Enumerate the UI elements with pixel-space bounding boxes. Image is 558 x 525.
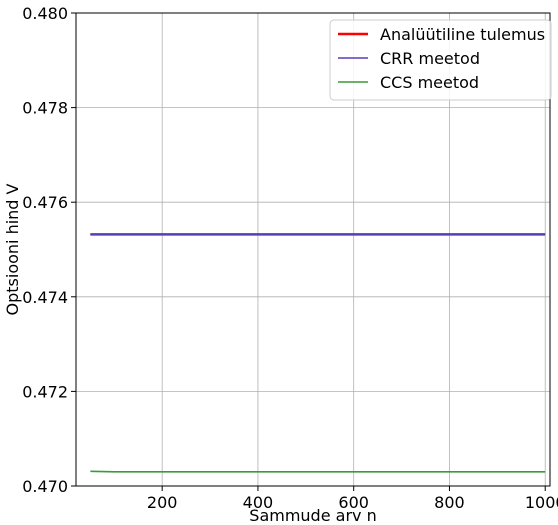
plot-frame [75, 12, 551, 487]
x-tick-label: 200 [147, 493, 178, 512]
y-tick-label: 0.470 [22, 477, 68, 496]
y-tick-label: 0.474 [22, 288, 68, 307]
legend-label: Analüütiline tulemus [380, 25, 545, 44]
series-lines [90, 233, 546, 473]
y-tick-label: 0.472 [22, 382, 68, 401]
y-tick-label: 0.480 [22, 4, 68, 23]
x-tick-label: 600 [338, 493, 369, 512]
legend-label: CRR meetod [380, 49, 480, 68]
y-tick-label: 0.478 [22, 99, 68, 118]
legend: Analüütiline tulemus CRR meetod CCS meetod [329, 19, 552, 101]
x-tick-label: 400 [243, 493, 274, 512]
y-axis-label: Optsiooni hind V [3, 183, 22, 315]
legend-box [329, 19, 552, 101]
x-axis-label: Sammude arv n [249, 506, 376, 525]
x-tick-label: 800 [434, 493, 465, 512]
legend-label: CCS meetod [380, 73, 479, 92]
y-tick-label: 0.476 [22, 193, 68, 212]
